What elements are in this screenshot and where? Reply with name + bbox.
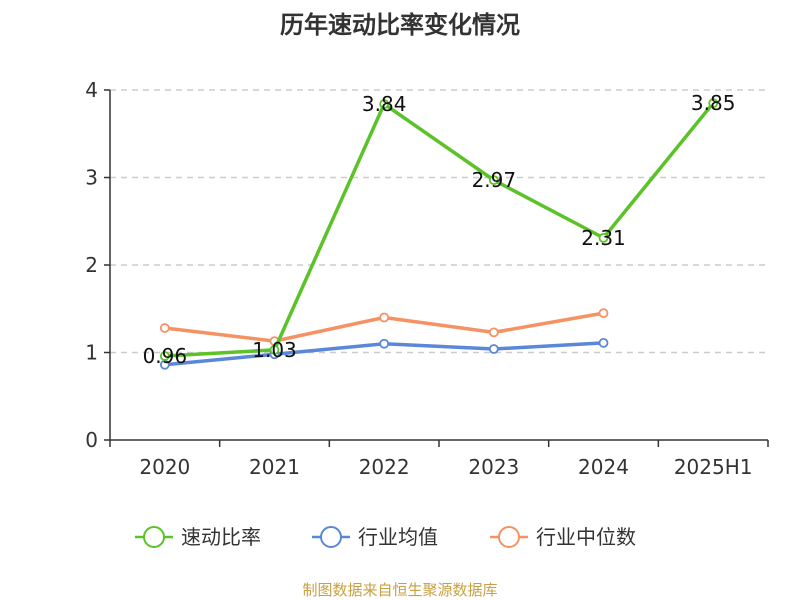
data-point bbox=[598, 337, 609, 348]
data-point bbox=[488, 175, 499, 186]
legend-label: 行业均值 bbox=[358, 525, 438, 549]
legend-label: 行业中位数 bbox=[536, 525, 636, 549]
series-line bbox=[164, 102, 715, 358]
y-tick-label: 2 bbox=[85, 253, 98, 277]
data-point bbox=[598, 232, 609, 243]
y-tick-label: 0 bbox=[85, 428, 98, 452]
legend-marker bbox=[143, 526, 165, 548]
chart-title: 历年速动比率变化情况 bbox=[280, 11, 520, 39]
data-point bbox=[708, 98, 719, 109]
legend-marker bbox=[320, 526, 342, 548]
data-labels: 0.96 1.03 3.84 2.97 2.31 3.85 bbox=[143, 91, 736, 368]
legend-marker bbox=[498, 526, 520, 548]
data-point bbox=[488, 327, 499, 338]
x-tick-label: 2024 bbox=[578, 455, 629, 479]
x-tick-label: 2022 bbox=[359, 455, 410, 479]
data-point bbox=[488, 344, 499, 354]
data-point bbox=[159, 323, 170, 333]
data-label: 0.96 bbox=[143, 344, 188, 368]
data-label: 2.31 bbox=[581, 226, 626, 250]
series-layer bbox=[159, 98, 719, 370]
x-tick-label: 2023 bbox=[468, 455, 519, 479]
data-point bbox=[159, 351, 170, 361]
data-point bbox=[269, 344, 280, 355]
x-tick-label: 2021 bbox=[249, 455, 300, 479]
legend-label: 速动比率 bbox=[181, 525, 261, 549]
y-tick-label: 4 bbox=[85, 78, 98, 102]
axes: 0 1 2 3 4 2020 2021 2022 2023 2024 2025H1 bbox=[85, 78, 769, 479]
footer-source: 制图数据来自恒生聚源数据库 bbox=[302, 581, 497, 599]
data-label: 3.85 bbox=[691, 91, 736, 115]
gridlines bbox=[110, 89, 768, 354]
data-point bbox=[379, 338, 390, 349]
data-point bbox=[379, 99, 390, 109]
data-label: 2.97 bbox=[472, 168, 517, 192]
legend: 速动比率 行业均值 行业中位数 bbox=[135, 525, 636, 549]
x-tick-label: 2025H1 bbox=[674, 455, 753, 479]
y-tick-label: 3 bbox=[85, 166, 98, 190]
data-label: 3.84 bbox=[362, 92, 407, 116]
data-label: 1.03 bbox=[252, 338, 297, 362]
x-tick-label: 2020 bbox=[139, 455, 190, 479]
y-tick-label: 1 bbox=[85, 341, 98, 365]
data-point bbox=[598, 308, 609, 319]
data-point bbox=[379, 312, 390, 323]
